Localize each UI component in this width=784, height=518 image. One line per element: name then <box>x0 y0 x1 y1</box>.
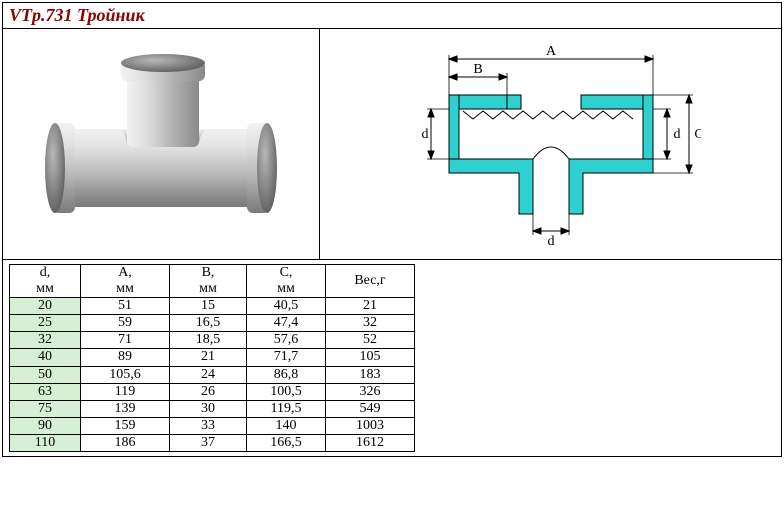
table-cell: 40,5 <box>247 298 326 315</box>
table-cell: 20 <box>10 298 81 315</box>
photo-cell <box>3 29 320 259</box>
table-body: 20511540,521255916,547,432327118,557,652… <box>10 298 415 452</box>
col-header-a: A, мм <box>81 265 170 298</box>
table-cell: 33 <box>170 417 247 434</box>
table-cell: 90 <box>10 417 81 434</box>
table-cell: 1003 <box>326 417 415 434</box>
table-row: 255916,547,432 <box>10 315 415 332</box>
col-header-w: Вес,г <box>326 265 415 298</box>
table-cell: 1612 <box>326 434 415 451</box>
table-cell: 549 <box>326 400 415 417</box>
table-cell: 100,5 <box>247 383 326 400</box>
table-row: 40892171,7105 <box>10 349 415 366</box>
table-cell: 47,4 <box>247 315 326 332</box>
table-cell: 37 <box>170 434 247 451</box>
table-row: 50105,62486,8183 <box>10 366 415 383</box>
title-row: VTp.731 Тройник <box>3 3 781 29</box>
table-cell: 139 <box>81 400 170 417</box>
dim-label-d-right: d <box>673 127 680 142</box>
data-table-wrap: d, мм A, мм B, мм C, мм <box>3 259 781 456</box>
dim-label-B: B <box>473 62 482 77</box>
table-cell: 105 <box>326 349 415 366</box>
table-cell: 326 <box>326 383 415 400</box>
table-cell: 71 <box>81 332 170 349</box>
dim-label-d-left: d <box>421 127 428 142</box>
table-row: 20511540,521 <box>10 298 415 315</box>
table-cell: 86,8 <box>247 366 326 383</box>
product-photo <box>31 49 291 239</box>
table-cell: 186 <box>81 434 170 451</box>
table-cell: 24 <box>170 366 247 383</box>
table-cell: 63 <box>10 383 81 400</box>
diagram-cell: A B <box>320 29 781 259</box>
table-row: 90159331401003 <box>10 417 415 434</box>
table-cell: 119,5 <box>247 400 326 417</box>
table-cell: 166,5 <box>247 434 326 451</box>
table-row: 11018637166,51612 <box>10 434 415 451</box>
dim-label-A: A <box>545 44 556 59</box>
col-header-d: d, мм <box>10 265 81 298</box>
table-cell: 183 <box>326 366 415 383</box>
table-cell: 52 <box>326 332 415 349</box>
table-header-row: d, мм A, мм B, мм C, мм <box>10 265 415 298</box>
dim-label-d-bottom: d <box>547 234 554 249</box>
technical-drawing: A B <box>401 39 701 249</box>
table-cell: 159 <box>81 417 170 434</box>
table-cell: 21 <box>170 349 247 366</box>
table-cell: 51 <box>81 298 170 315</box>
outer-frame: VTp.731 Тройник <box>2 2 782 457</box>
table-cell: 75 <box>10 400 81 417</box>
table-cell: 110 <box>10 434 81 451</box>
dimensions-table: d, мм A, мм B, мм C, мм <box>9 264 415 452</box>
table-cell: 30 <box>170 400 247 417</box>
table-cell: 21 <box>326 298 415 315</box>
table-cell: 18,5 <box>170 332 247 349</box>
table-cell: 15 <box>170 298 247 315</box>
table-cell: 59 <box>81 315 170 332</box>
table-cell: 16,5 <box>170 315 247 332</box>
dim-label-C: C <box>694 127 701 142</box>
images-row: A B <box>3 29 781 259</box>
table-row: 6311926100,5326 <box>10 383 415 400</box>
table-cell: 40 <box>10 349 81 366</box>
table-cell: 26 <box>170 383 247 400</box>
table-cell: 32 <box>326 315 415 332</box>
table-cell: 89 <box>81 349 170 366</box>
table-cell: 105,6 <box>81 366 170 383</box>
col-header-b: B, мм <box>170 265 247 298</box>
product-title: VTp.731 Тройник <box>9 5 145 25</box>
table-cell: 25 <box>10 315 81 332</box>
table-row: 327118,557,652 <box>10 332 415 349</box>
table-cell: 57,6 <box>247 332 326 349</box>
table-cell: 50 <box>10 366 81 383</box>
table-row: 7513930119,5549 <box>10 400 415 417</box>
col-header-c: C, мм <box>247 265 326 298</box>
table-cell: 119 <box>81 383 170 400</box>
table-cell: 32 <box>10 332 81 349</box>
table-cell: 71,7 <box>247 349 326 366</box>
table-cell: 140 <box>247 417 326 434</box>
